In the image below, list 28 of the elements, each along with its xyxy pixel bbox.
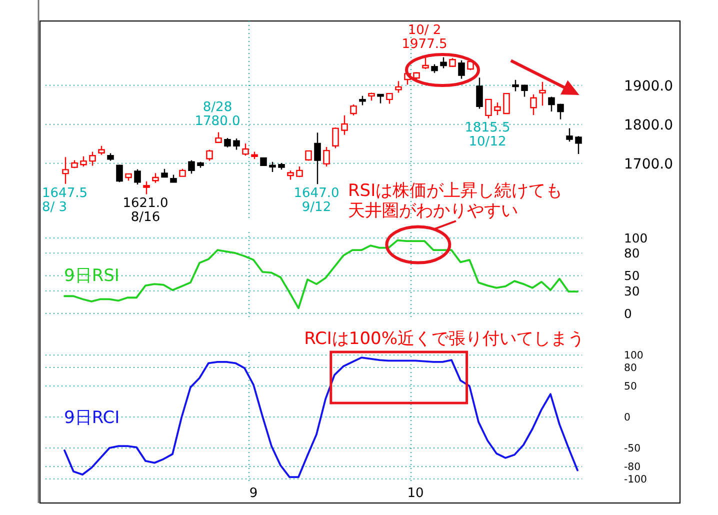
annotation: 1815.5 10/12 (464, 120, 510, 150)
annotation: 8/28 1780.0 (194, 100, 240, 130)
annotation: 1621.0 8/16 (122, 196, 168, 226)
series-label: 9日RCI (64, 408, 120, 428)
y-tick-label: 80 (624, 246, 640, 261)
x-tick-label: 9 (249, 486, 258, 501)
annotation: 1647.0 9/12 (294, 186, 340, 216)
y-tick-label: -50 (624, 444, 641, 455)
annotation: 1647.5 8/ 3 (42, 186, 88, 215)
y-tick-label: 50 (624, 269, 640, 284)
y-tick-label: 0 (624, 412, 630, 424)
series-label: 9日RSI (64, 266, 120, 286)
y-tick-label: 0 (624, 306, 632, 321)
y-tick-label: 1900.0 (624, 78, 673, 94)
y-tick-label: 50 (624, 382, 637, 393)
note: RSIは株価が上昇し続けても (348, 181, 563, 201)
y-tick-label: 30 (624, 284, 640, 298)
y-tick-label: 100 (624, 231, 648, 246)
y-tick-label: 1800.0 (624, 117, 673, 134)
y-tick-label: -80 (624, 462, 641, 474)
annotation: 10/ 2 1977.5 (402, 23, 448, 52)
note: RCIは100%近くで張り付いてしまう (304, 329, 585, 349)
note: 天井圏がわかりやすい (348, 201, 518, 221)
y-tick-label: -100 (624, 474, 647, 486)
x-tick-label: 10 (407, 486, 424, 501)
y-tick-label: 1700.0 (624, 156, 673, 172)
y-tick-label: 100 (624, 350, 644, 362)
y-tick-label: 80 (624, 363, 637, 374)
